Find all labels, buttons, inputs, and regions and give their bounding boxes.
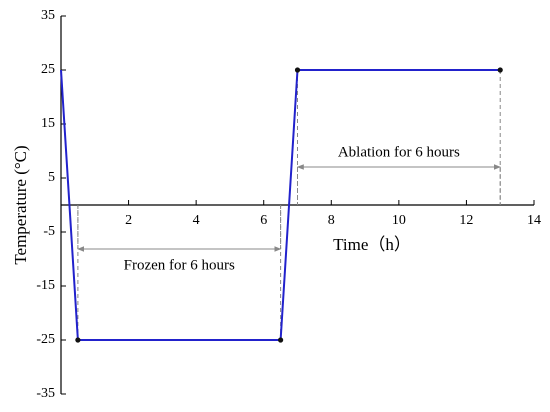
point — [75, 337, 81, 343]
point — [294, 67, 301, 73]
annotation: Frozen for 6 hours — [124, 257, 235, 273]
x-axis-title: Time（h） — [333, 235, 411, 254]
x-tick-label: 4 — [193, 213, 200, 228]
annotation: Ablation for 6 hours — [338, 144, 460, 160]
point — [278, 337, 284, 343]
point — [497, 67, 503, 73]
x-tick-label: 10 — [392, 213, 406, 228]
y-tick-label: 35 — [41, 8, 55, 23]
y-tick-label: -25 — [36, 332, 55, 347]
x-tick-label: 14 — [527, 213, 541, 228]
y-tick-label: -35 — [36, 386, 55, 401]
x-tick-label: 8 — [328, 213, 335, 228]
y-axis-title: Temperature (°C) — [11, 145, 30, 264]
y-tick-label: 15 — [41, 116, 55, 131]
y-tick-label: -5 — [43, 224, 55, 239]
y-tick-label: 25 — [41, 62, 55, 77]
x-tick-label: 2 — [125, 213, 132, 228]
x-tick-label: 6 — [260, 213, 267, 228]
y-tick-label: 5 — [48, 170, 55, 185]
y-tick-label: -15 — [36, 278, 55, 293]
x-tick-label: 12 — [459, 213, 473, 228]
